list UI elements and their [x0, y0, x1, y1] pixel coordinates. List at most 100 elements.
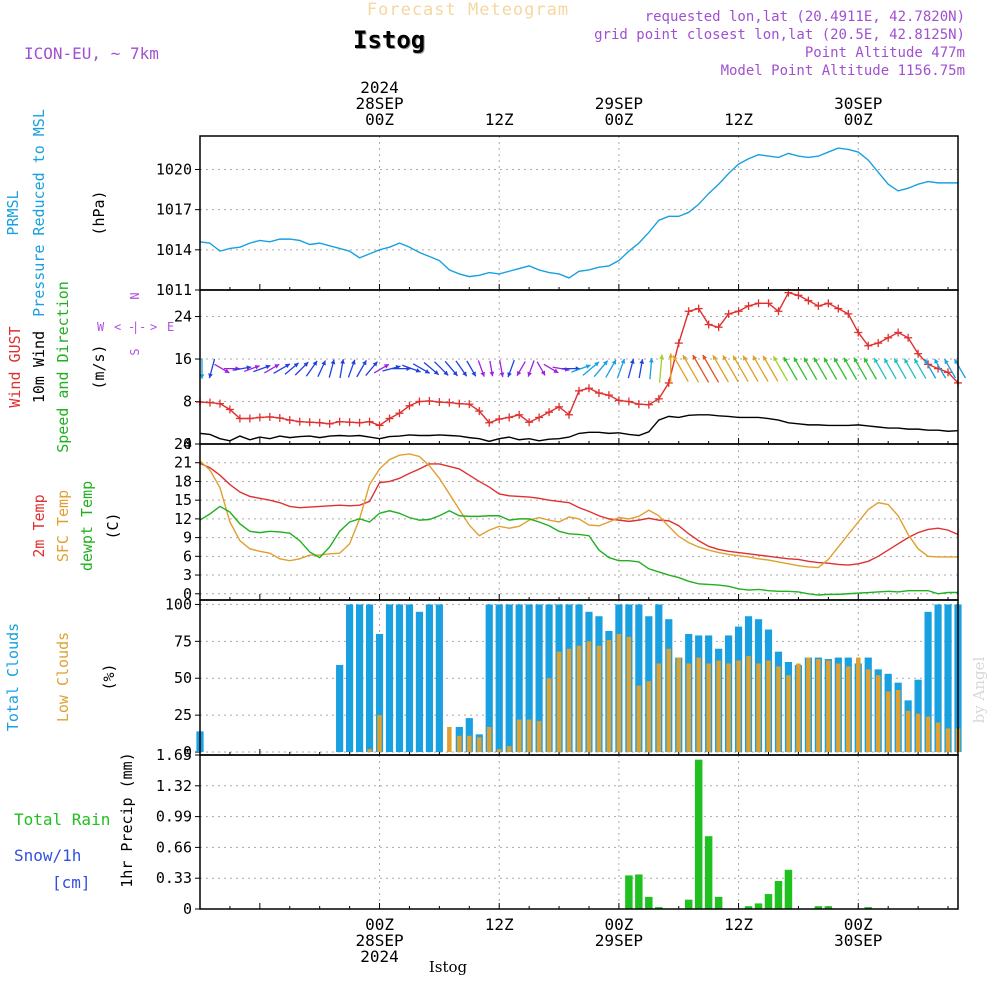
gust-marker	[744, 301, 753, 310]
wind-arrow-head	[351, 359, 356, 365]
wind-arrow-shaft	[783, 356, 798, 381]
gust-marker	[245, 414, 254, 423]
wind-arrow-head	[611, 359, 617, 365]
gust-marker	[764, 299, 773, 308]
gust-marker	[515, 410, 524, 419]
gust-marker	[734, 307, 743, 316]
bottom-time-label-4-1: 30SEP	[834, 931, 882, 950]
wind-arrow-head	[894, 358, 899, 364]
temperature-line-0	[199, 462, 959, 566]
top-time-label-0-0: 2024	[360, 78, 399, 97]
clouds-bar-0	[415, 611, 424, 753]
wind-arrow-head	[743, 355, 748, 361]
gust-marker	[864, 341, 873, 350]
compass-arrow-e: >	[150, 320, 157, 334]
compass-center: |	[132, 320, 139, 334]
wind-direction-arrow	[863, 357, 878, 380]
clouds-bar-1	[367, 749, 372, 753]
gust-marker	[624, 397, 633, 406]
gust-marker	[565, 410, 574, 419]
wind-arrow-head	[668, 353, 674, 358]
temperature-ytick-label: 12	[174, 510, 192, 528]
clouds-bar-1	[596, 645, 602, 753]
wind-ytick-label: 24	[174, 308, 192, 326]
wind-arrow-head	[452, 371, 458, 376]
wind-arrow-head	[874, 358, 879, 364]
gust-marker	[714, 323, 723, 332]
gust-marker	[704, 320, 713, 329]
wind-direction-arrow	[527, 360, 535, 377]
wind-arrow-head	[793, 357, 799, 363]
wind-arrow-head	[224, 368, 230, 373]
clouds-bar-1	[836, 663, 841, 753]
wind-direction-arrow	[933, 358, 947, 379]
gust-marker	[894, 328, 903, 337]
wind-direction-arrow	[605, 359, 617, 378]
gust-marker	[724, 309, 733, 318]
precip-bar-0	[655, 907, 663, 909]
clouds-bar-1	[477, 737, 482, 753]
clouds-bar-0	[435, 604, 443, 753]
wind-arrow-head	[603, 360, 608, 366]
gust-marker	[854, 328, 863, 337]
wind-arrow-head	[265, 364, 271, 370]
clouds-bar-0	[375, 633, 384, 753]
wind-direction-arrow	[627, 358, 635, 379]
wind-direction-arrow	[648, 357, 654, 380]
gust-marker	[884, 333, 893, 342]
clouds-bar-0	[934, 604, 942, 753]
wind-direction-arrow	[903, 358, 917, 379]
wind-ytick-label: 0	[183, 435, 192, 453]
temperature-ytick-label: 0	[183, 585, 192, 603]
wind-arrow-head	[712, 355, 718, 361]
clouds-bar-0	[425, 604, 433, 753]
clouds-bar-1	[875, 675, 881, 753]
gust-marker	[395, 409, 404, 418]
wind-direction-arrow	[477, 360, 485, 377]
clouds-bar-0	[465, 718, 473, 753]
clouds-bar-1	[626, 636, 632, 753]
top-time-label-0-1: 28SEP	[355, 94, 403, 113]
clouds-bar-1	[586, 641, 592, 753]
wind-direction-arrow	[373, 363, 390, 374]
top-time-label-2-1: 00Z	[604, 110, 633, 129]
gust-marker	[325, 419, 334, 428]
wind-direction-arrow	[742, 355, 759, 382]
wind-arrow-head	[489, 371, 495, 377]
wind-direction-arrow	[913, 358, 927, 379]
top-time-label-4-0: 30SEP	[834, 94, 882, 113]
wind-direction-arrow	[593, 360, 609, 378]
precip-bar-0	[694, 759, 703, 909]
clouds-bar-0	[395, 604, 404, 753]
pressure-ytick-label: 1017	[156, 201, 192, 219]
temperature-ytick-label: 24	[174, 435, 192, 453]
gust-marker	[634, 400, 643, 409]
wind-direction-arrow	[702, 354, 720, 383]
clouds-bar-1	[496, 749, 502, 753]
bottom-time-label-1-0: 12Z	[485, 915, 514, 934]
wind-arrow-shaft	[742, 355, 759, 382]
temperature-line-1	[199, 453, 958, 569]
site-name: Istog	[353, 26, 426, 54]
clouds-bar-1	[576, 645, 582, 753]
wind-direction-arrow	[672, 355, 689, 382]
clouds-ytick-label: 25	[174, 706, 192, 724]
wind-direction-arrow	[571, 364, 591, 373]
gust-marker	[555, 402, 564, 411]
temperature-ytick-label: 9	[183, 529, 192, 547]
wind-direction-arrow	[339, 359, 345, 379]
wind-direction-arrow	[328, 359, 336, 378]
temperature-frame	[199, 443, 959, 601]
clouds-bar-0	[346, 604, 354, 753]
wind-direction-arrow	[264, 363, 280, 374]
precip-ylabel-0: 1hr Precip (mm)	[118, 752, 136, 887]
wind-direction-arrow	[199, 358, 205, 379]
wind-direction-arrow	[793, 356, 808, 381]
requested-location: requested lon,lat (20.4911E, 42.7820N)	[644, 9, 965, 25]
wind-arrow-head	[620, 358, 626, 364]
gust-marker	[255, 413, 264, 422]
wind-direction-arrow	[489, 360, 495, 377]
wind-ytick-label: 16	[174, 350, 192, 368]
gust-marker	[425, 396, 434, 405]
clouds-bar-1	[726, 663, 731, 753]
